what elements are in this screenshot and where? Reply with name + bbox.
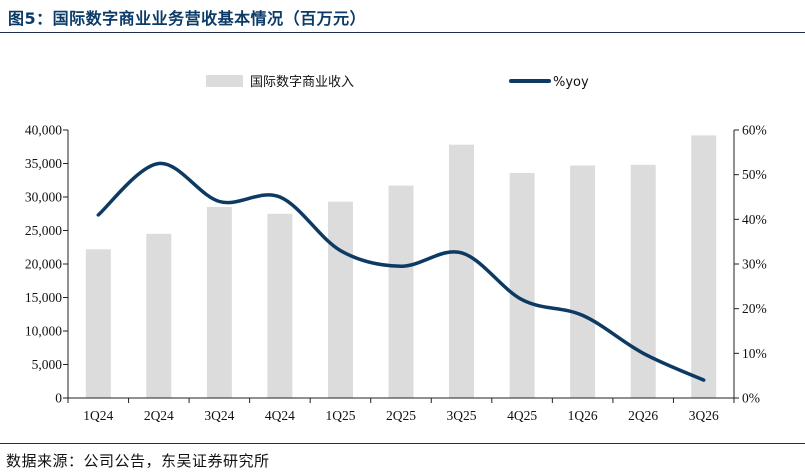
right-tick-label: 40% xyxy=(742,212,767,227)
figure-title: 图5：国际数字商业业务营收基本情况（百万元） xyxy=(8,9,367,28)
right-tick-label: 60% xyxy=(742,123,767,138)
bar-4Q25 xyxy=(509,172,535,398)
left-tick-label: 40,000 xyxy=(25,123,62,138)
source-divider xyxy=(0,443,805,444)
legend-label-line: %yoy xyxy=(553,75,589,90)
x-tick-label: 2Q24 xyxy=(144,408,174,423)
bar-1Q25 xyxy=(328,201,353,398)
right-tick-label: 20% xyxy=(742,301,767,316)
tick-labels: 0 5,000 10,000 15,000 20,000 25,000 30,000 35,0… xyxy=(25,123,767,424)
bar-3Q26 xyxy=(691,135,717,398)
source-note: 数据来源：公司公告，东吴证券研究所 xyxy=(6,452,270,470)
left-tick-label: 30,000 xyxy=(25,190,62,205)
bar-2Q24 xyxy=(146,233,172,398)
combo-chart: 国际数字商业收入 %yoy 0 5,000 10,000 15,000 20,000 25… xyxy=(25,75,767,424)
bar-3Q25 xyxy=(449,144,474,398)
right-tick-label: 10% xyxy=(742,346,767,361)
left-tick-label: 25,000 xyxy=(25,223,62,238)
left-tick-label: 0 xyxy=(55,391,62,406)
left-tick-label: 10,000 xyxy=(25,324,62,339)
x-tick-label: 1Q24 xyxy=(83,408,113,423)
bar-series xyxy=(85,135,717,399)
x-tick-label: 4Q24 xyxy=(265,408,295,423)
x-tick-label: 3Q26 xyxy=(689,408,719,423)
bar-1Q26 xyxy=(570,165,596,398)
bar-4Q24 xyxy=(267,213,293,399)
legend-swatch-bar xyxy=(206,75,243,87)
right-tick-label: 50% xyxy=(742,167,767,182)
x-tick-label: 1Q26 xyxy=(568,408,598,423)
legend-label-bar: 国际数字商业收入 xyxy=(250,75,354,90)
x-tick-label: 4Q25 xyxy=(507,408,537,423)
left-tick-label: 15,000 xyxy=(25,290,62,305)
left-tick-label: 5,000 xyxy=(32,357,63,372)
x-tick-label: 3Q24 xyxy=(204,408,234,423)
right-tick-label: 0% xyxy=(742,391,760,406)
line-series xyxy=(96,161,706,382)
bar-2Q25 xyxy=(388,185,414,398)
bar-3Q24 xyxy=(206,207,232,398)
legend: 国际数字商业收入 %yoy xyxy=(206,75,589,90)
axes xyxy=(63,129,739,403)
x-tick-label: 1Q25 xyxy=(325,408,355,423)
x-tick-label: 3Q25 xyxy=(447,408,477,423)
bar-1Q24 xyxy=(85,249,111,398)
title-divider xyxy=(0,32,805,33)
x-tick-label: 2Q26 xyxy=(628,408,658,423)
right-tick-label: 30% xyxy=(742,257,767,272)
left-tick-label: 20,000 xyxy=(25,257,62,272)
bar-2Q26 xyxy=(630,164,656,398)
x-tick-label: 2Q25 xyxy=(386,408,416,423)
left-tick-label: 35,000 xyxy=(25,156,62,171)
